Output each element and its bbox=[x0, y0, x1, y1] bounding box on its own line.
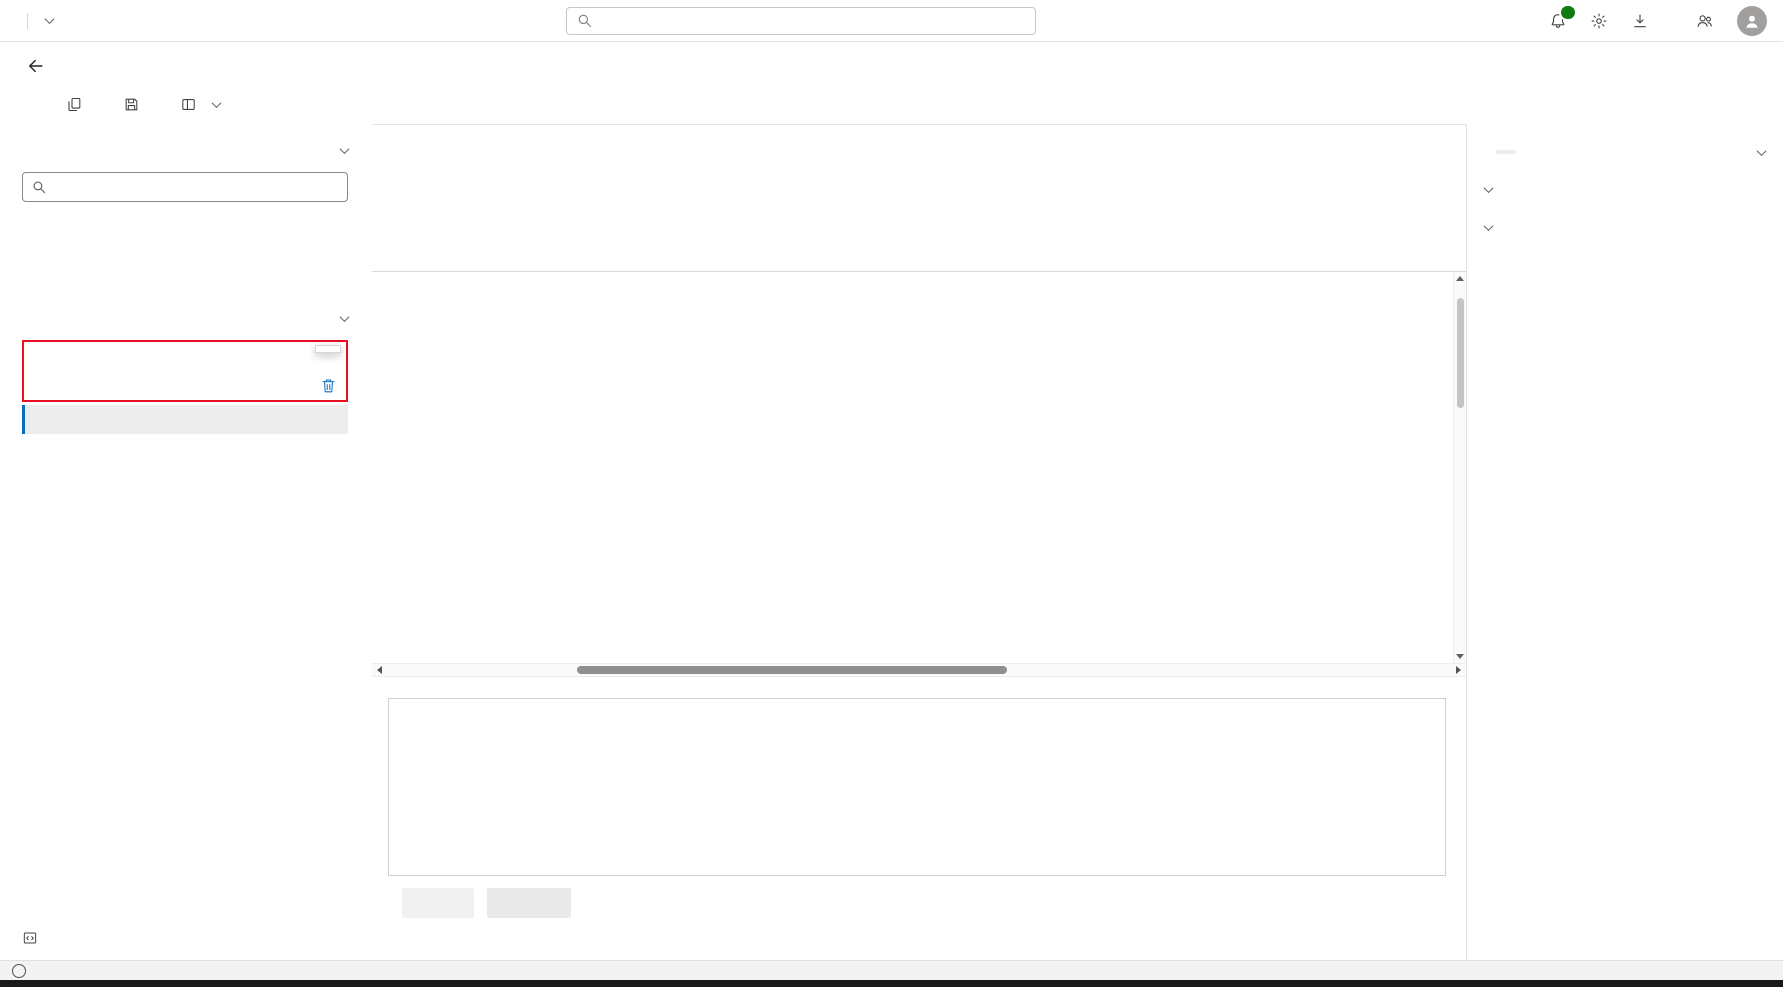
highlighted-steps-outline bbox=[22, 340, 348, 402]
step-load-data-from-variable[interactable] bbox=[24, 342, 346, 371]
code-panel bbox=[372, 677, 1466, 960]
saved-status-dropdown[interactable] bbox=[39, 14, 55, 25]
views-icon bbox=[182, 98, 195, 110]
code-panel-actions bbox=[402, 888, 1446, 918]
status-message-area bbox=[12, 963, 34, 978]
copy-code-button[interactable] bbox=[66, 96, 91, 113]
statistics-section-header[interactable] bbox=[1483, 173, 1765, 206]
delete-tooltip bbox=[315, 345, 341, 353]
window-edge bbox=[0, 980, 1783, 987]
back-button[interactable] bbox=[26, 56, 46, 76]
chevron-down-icon bbox=[1483, 183, 1494, 194]
scroll-left-arrow[interactable] bbox=[377, 666, 382, 674]
status-bar bbox=[0, 960, 1783, 980]
notifications-button[interactable] bbox=[1549, 3, 1577, 30]
operations-search-box[interactable] bbox=[22, 172, 348, 202]
discard-button[interactable] bbox=[487, 888, 571, 918]
scroll-up-arrow[interactable] bbox=[1456, 276, 1464, 281]
trash-icon bbox=[322, 379, 335, 392]
summary-column-badge bbox=[1496, 150, 1516, 154]
grid-header bbox=[372, 124, 1466, 272]
operations-search-input[interactable] bbox=[55, 180, 338, 194]
cleaning-steps-header[interactable] bbox=[22, 304, 350, 332]
chevron-down-icon bbox=[339, 311, 350, 322]
download-button[interactable] bbox=[1631, 12, 1649, 30]
vertical-scrollbar[interactable] bbox=[1453, 272, 1466, 663]
operations-header[interactable] bbox=[22, 136, 350, 164]
back-arrow-icon bbox=[29, 59, 43, 73]
global-search-box[interactable] bbox=[566, 6, 1036, 35]
preview-code-icon bbox=[23, 932, 37, 944]
editor-hint-line bbox=[389, 712, 1445, 735]
vertical-scrollbar-thumb[interactable] bbox=[1457, 298, 1464, 408]
sidebar-spacer bbox=[22, 434, 348, 930]
apply-button[interactable] bbox=[402, 888, 474, 918]
global-search-input[interactable] bbox=[600, 13, 1025, 28]
topbar-center bbox=[53, 6, 1549, 35]
operations-sidebar bbox=[0, 124, 372, 960]
editor-line-1 bbox=[389, 699, 1445, 712]
scroll-right-arrow[interactable] bbox=[1456, 666, 1461, 674]
people-icon bbox=[1697, 14, 1712, 27]
person-icon bbox=[1746, 15, 1758, 28]
chevron-down-icon bbox=[339, 143, 350, 154]
center-panel bbox=[372, 124, 1466, 960]
step-scale-by-minmax[interactable] bbox=[24, 371, 346, 400]
step-new-operation[interactable] bbox=[22, 405, 348, 434]
advanced-statistics-section-header[interactable] bbox=[1483, 211, 1765, 244]
horizontal-scrollbar-thumb[interactable] bbox=[577, 666, 1007, 674]
preview-code-link[interactable] bbox=[22, 930, 348, 950]
save-icon bbox=[125, 98, 138, 110]
info-icon bbox=[12, 963, 26, 978]
chevron-down-icon bbox=[1483, 221, 1494, 232]
horizontal-scrollbar[interactable] bbox=[372, 663, 1466, 677]
topbar-actions bbox=[1549, 3, 1767, 36]
toolbar bbox=[0, 86, 1783, 124]
main-area bbox=[0, 124, 1783, 960]
topbar-left bbox=[16, 12, 55, 29]
code-editor[interactable] bbox=[388, 698, 1446, 876]
divider bbox=[27, 12, 28, 29]
views-button[interactable] bbox=[180, 96, 222, 113]
gear-icon bbox=[1591, 13, 1607, 28]
clipboard-icon bbox=[68, 97, 81, 111]
share-button[interactable] bbox=[1695, 12, 1714, 30]
search-icon bbox=[578, 14, 592, 28]
download-icon bbox=[1634, 13, 1646, 27]
scroll-down-arrow[interactable] bbox=[1456, 654, 1464, 659]
search-icon bbox=[33, 181, 46, 194]
page-header bbox=[0, 42, 1783, 86]
delete-step-button[interactable] bbox=[321, 378, 336, 394]
chevron-down-icon bbox=[1756, 145, 1767, 156]
topbar bbox=[0, 0, 1783, 42]
summary-header[interactable] bbox=[1485, 136, 1767, 168]
chevron-down-icon bbox=[211, 97, 222, 108]
notification-badge bbox=[1559, 3, 1577, 21]
settings-button[interactable] bbox=[1590, 12, 1608, 30]
data-grid bbox=[372, 124, 1466, 663]
summary-panel bbox=[1466, 124, 1783, 960]
save-csv-button[interactable] bbox=[123, 96, 148, 113]
avatar[interactable] bbox=[1737, 5, 1767, 36]
